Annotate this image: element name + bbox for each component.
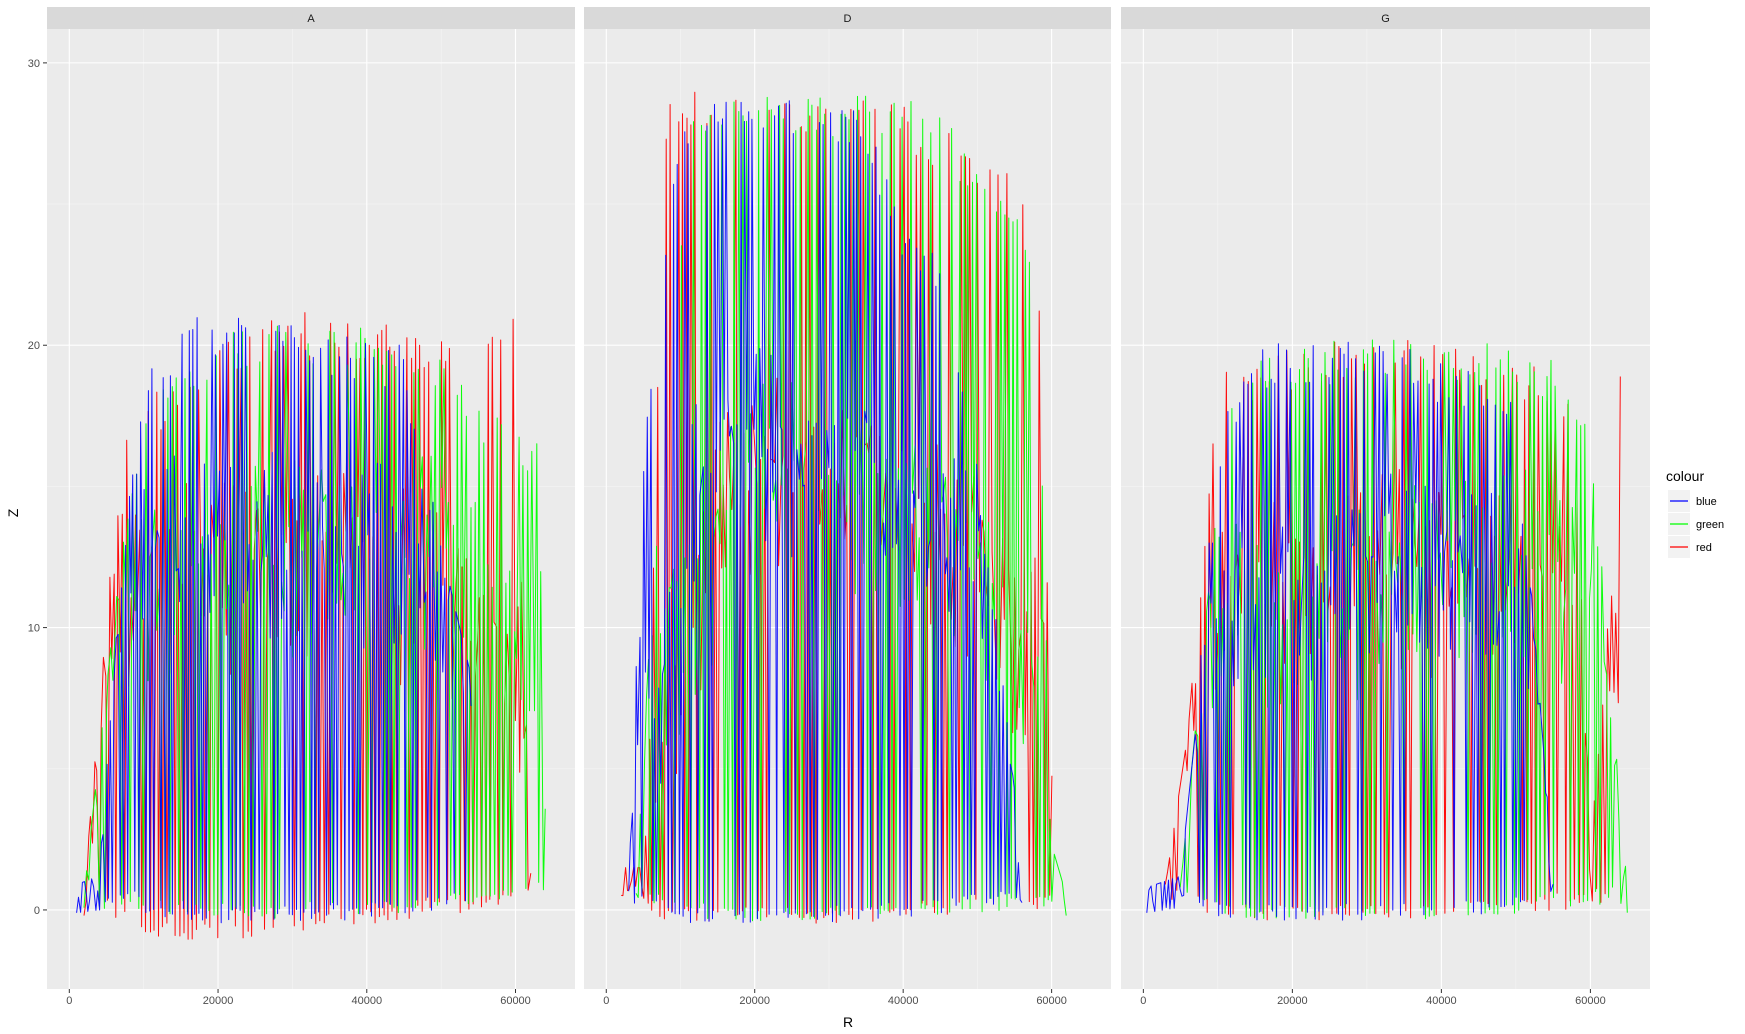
x-axis-title: R [843, 1014, 853, 1030]
legend-label: red [1696, 542, 1712, 554]
facet-label: A [307, 13, 315, 25]
facet-label: G [1381, 13, 1390, 25]
legend-label: blue [1696, 496, 1717, 508]
facet-strip [47, 7, 575, 29]
x-tick-label: 0 [66, 995, 72, 1007]
x-tick-label: 20000 [1277, 995, 1308, 1007]
series-line-blue [76, 317, 472, 924]
legend-label: green [1696, 519, 1724, 531]
y-tick-label: 10 [28, 623, 40, 635]
x-tick-label: 0 [603, 995, 609, 1007]
x-tick-label: 60000 [1036, 995, 1067, 1007]
x-tick-label: 20000 [739, 995, 770, 1007]
panel-D: D [584, 7, 1111, 989]
series-line-blue [1146, 341, 1554, 921]
legend-item-green: green [1668, 513, 1724, 535]
series-group [621, 91, 1067, 924]
series-line-red [621, 91, 1053, 924]
x-tick-label: 60000 [500, 995, 531, 1007]
y-tick-label: 30 [28, 58, 40, 70]
panel-G: G [1121, 7, 1650, 989]
series-line-blue [628, 100, 1023, 923]
facet-strip [1121, 7, 1650, 29]
series-line-red [1164, 340, 1621, 921]
facet-label: D [844, 13, 852, 25]
y-axis-title: Z [5, 508, 21, 517]
x-tick-label: 40000 [888, 995, 919, 1007]
panel-A: A [47, 7, 575, 989]
legend-entries: blue green red [1668, 490, 1724, 558]
x-tick-label: 20000 [203, 995, 234, 1007]
x-tick-label: 60000 [1575, 995, 1606, 1007]
series-group [1146, 339, 1628, 921]
y-tick-label: 20 [28, 340, 40, 352]
legend-item-blue: blue [1668, 490, 1717, 512]
x-tick-label: 40000 [1426, 995, 1457, 1007]
facet-strip [584, 7, 1111, 29]
legend: colour blue green red [1666, 468, 1724, 558]
y-tick-label: 0 [34, 905, 40, 917]
legend-title: colour [1666, 468, 1704, 484]
series-group [76, 312, 546, 940]
legend-item-red: red [1668, 536, 1712, 558]
x-tick-label: 0 [1140, 995, 1146, 1007]
axis-layer: 0 10 20 30 0 20000 40000 60000 0 20000 40000 60000 0… [28, 58, 1606, 1007]
x-tick-label: 40000 [351, 995, 382, 1007]
